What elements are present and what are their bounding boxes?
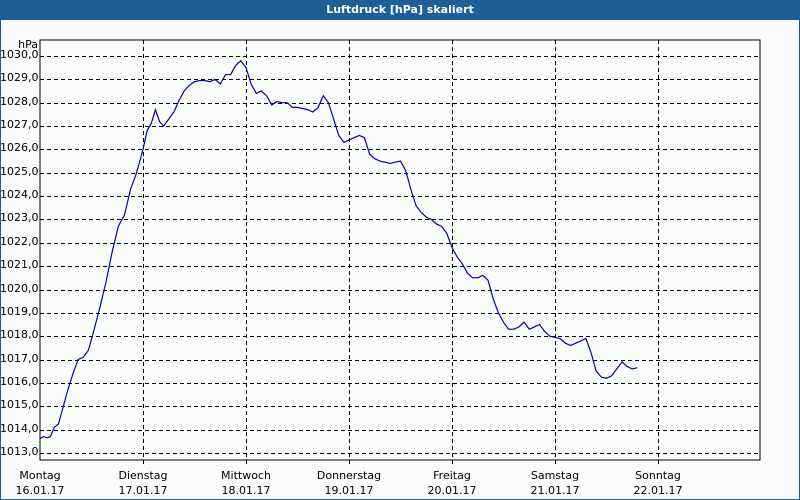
y-tick-label: 1021,0 xyxy=(0,258,39,272)
x-tick-date: 19.01.17 xyxy=(324,484,374,497)
gridlines xyxy=(40,40,760,466)
y-tick-label: 1024,0 xyxy=(0,188,39,202)
x-tick-label: Dienstag 17.01.17 xyxy=(103,468,183,498)
y-tick-label: 1022,0 xyxy=(0,234,39,248)
x-tick-day: Samstag xyxy=(530,469,580,482)
x-tick-label: Mittwoch 18.01.17 xyxy=(206,468,286,498)
x-tick-label: Sonntag 22.01.17 xyxy=(618,468,698,498)
x-tick-day: Mittwoch xyxy=(221,469,271,482)
x-tick-date: 18.01.17 xyxy=(221,484,271,497)
pressure-line xyxy=(39,59,638,440)
y-tick-label: 1018,0 xyxy=(0,328,39,342)
y-tick-label: 1013,0 xyxy=(0,444,39,458)
y-tick-label: 1026,0 xyxy=(0,141,39,155)
x-tick-day: Donnerstag xyxy=(316,469,382,482)
chart-title: Luftdruck [hPa] skaliert xyxy=(0,0,800,20)
x-tick-label: Samstag 21.01.17 xyxy=(515,468,595,498)
x-tick-day: Freitag xyxy=(433,469,471,482)
y-tick-label: 1017,0 xyxy=(0,351,39,365)
y-tick-label: 1023,0 xyxy=(0,211,39,225)
y-axis-unit-label: hPa xyxy=(18,38,38,51)
x-tick-date: 20.01.17 xyxy=(427,484,477,497)
y-tick-label: 1015,0 xyxy=(0,398,39,412)
x-tick-label: Freitag 20.01.17 xyxy=(412,468,492,498)
y-tick-label: 1028,0 xyxy=(0,94,39,108)
y-tick-label: 1030,0 xyxy=(0,48,39,61)
x-tick-date: 16.01.17 xyxy=(15,484,65,497)
y-tick-label: 1020,0 xyxy=(0,281,39,295)
x-tick-day: Sonntag xyxy=(635,469,681,482)
y-tick-label: 1019,0 xyxy=(0,304,39,318)
y-tick-label: 1029,0 xyxy=(0,71,39,85)
x-tick-day: Montag xyxy=(19,469,61,482)
x-tick-day: Dienstag xyxy=(118,469,168,482)
x-tick-date: 21.01.17 xyxy=(530,484,580,497)
x-tick-date: 17.01.17 xyxy=(118,484,168,497)
x-tick-label: Montag 16.01.17 xyxy=(0,468,80,498)
y-tick-label: 1014,0 xyxy=(0,421,39,435)
plot-area-border xyxy=(39,39,761,461)
y-tick-label: 1025,0 xyxy=(0,164,39,178)
x-tick-label: Donnerstag 19.01.17 xyxy=(309,468,389,498)
x-tick-date: 22.01.17 xyxy=(633,484,683,497)
y-tick-label: 1016,0 xyxy=(0,374,39,388)
y-tick-label: 1027,0 xyxy=(0,118,39,132)
